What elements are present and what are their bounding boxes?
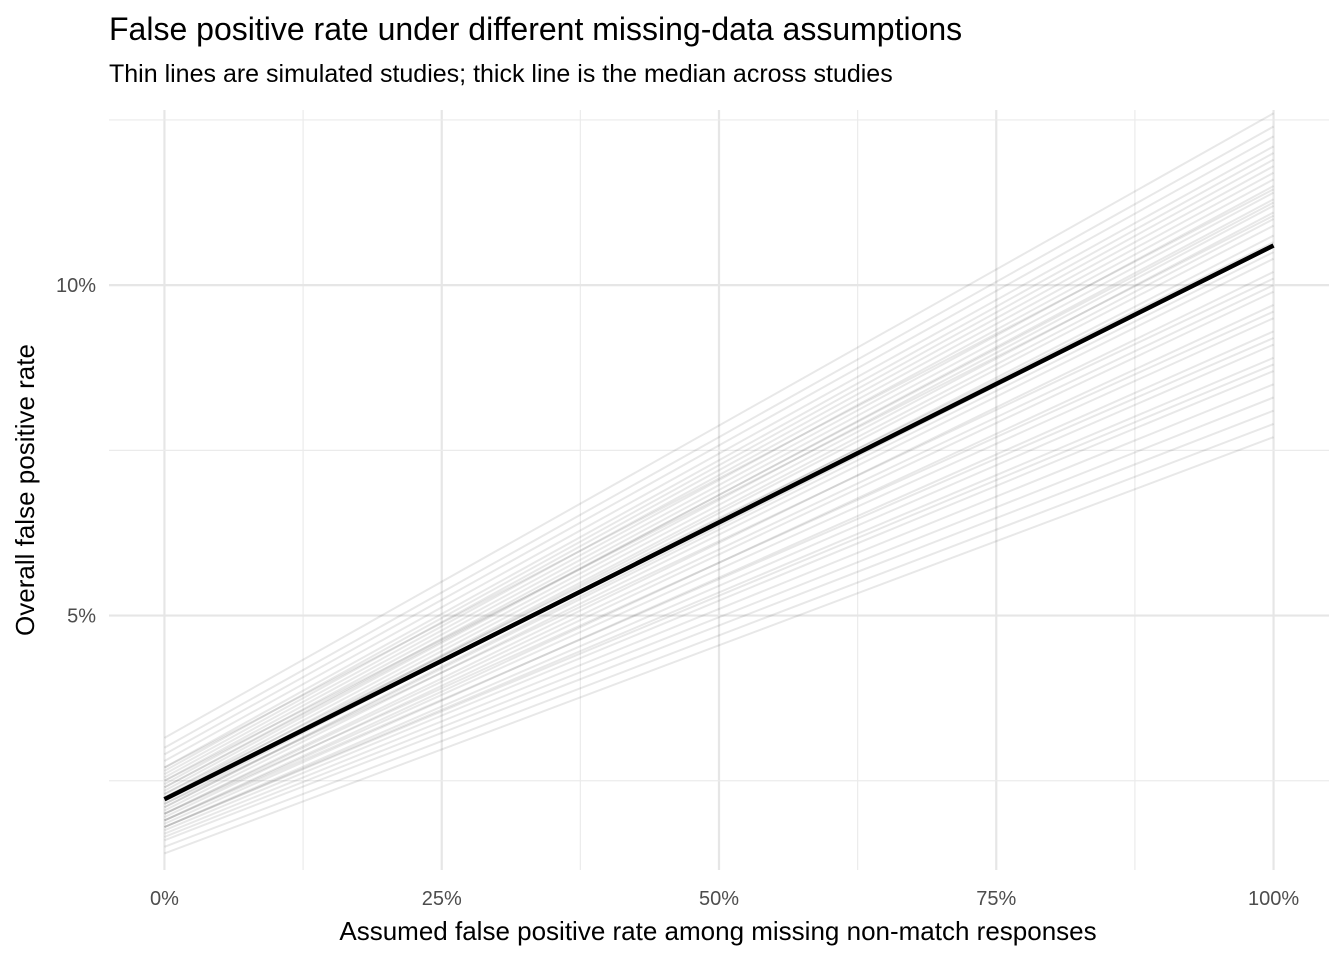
simulated-study-line [163,185,1275,785]
simulated-study-line [163,191,1275,789]
simulated-study-line [164,396,1274,838]
simulated-study-line [164,436,1274,855]
x-axis-title: Assumed false positive rate among missin… [339,916,1096,946]
y-axis-title: Overall false positive rate [10,344,40,636]
simulated-study-line [163,152,1275,769]
simulated-study-line [164,304,1274,822]
x-tick-label: 100% [1248,888,1299,910]
simulated-study-line [163,201,1275,789]
simulated-study-line [163,112,1275,739]
simulated-study-line [164,343,1274,828]
median-line [163,243,1275,802]
simulated-study-line [164,257,1274,812]
simulated-study-line [164,290,1274,819]
simulated-study-line [164,337,1274,822]
simulated-study-line [163,145,1275,762]
x-tick-label: 0% [150,888,179,910]
x-tick-label: 50% [699,888,739,910]
simulated-study-line [164,330,1274,825]
simulated-study-line [164,317,1274,822]
simulated-study-line [164,241,1274,795]
simulated-study-line [163,165,1275,776]
simulated-study-line [164,363,1274,828]
simulated-study-line [164,409,1274,842]
simulated-study-line [163,204,1275,795]
simulated-study-line [164,271,1274,815]
simulated-study-line [164,310,1274,815]
simulated-study-line [164,277,1274,805]
simulated-study-line [163,158,1275,772]
y-tick-label: 5% [67,606,96,628]
simulated-study-line [163,178,1275,782]
x-axis-ticks: 0% 25% 50% 75% 100% [150,888,1299,910]
chart-subtitle: Thin lines are simulated studies; thick … [109,60,893,88]
simulated-study-line [164,370,1274,832]
y-axis-ticks: 5% 10% [56,275,96,627]
grid-lines [109,110,1329,870]
simulated-study-line [163,198,1275,792]
simulated-study-line [164,383,1274,835]
simulated-study-line [163,171,1275,779]
simulated-study-line [164,356,1274,828]
simulated-study-line [164,251,1274,809]
simulated-study-line [163,135,1275,756]
x-tick-label: 25% [422,888,462,910]
simulated-study-lines [163,112,1275,855]
simulated-study-line [164,214,1274,782]
simulated-study-line [164,422,1274,848]
simulated-study-line [163,218,1275,802]
simulated-study-line [164,284,1274,815]
chart-title: False positive rate under different miss… [109,11,962,47]
simulated-study-line [163,188,1275,769]
median-line-layer [163,243,1275,802]
x-tick-label: 75% [976,888,1016,910]
simulated-study-line [163,125,1275,749]
simulated-study-line [163,211,1275,799]
y-tick-label: 10% [56,275,96,297]
